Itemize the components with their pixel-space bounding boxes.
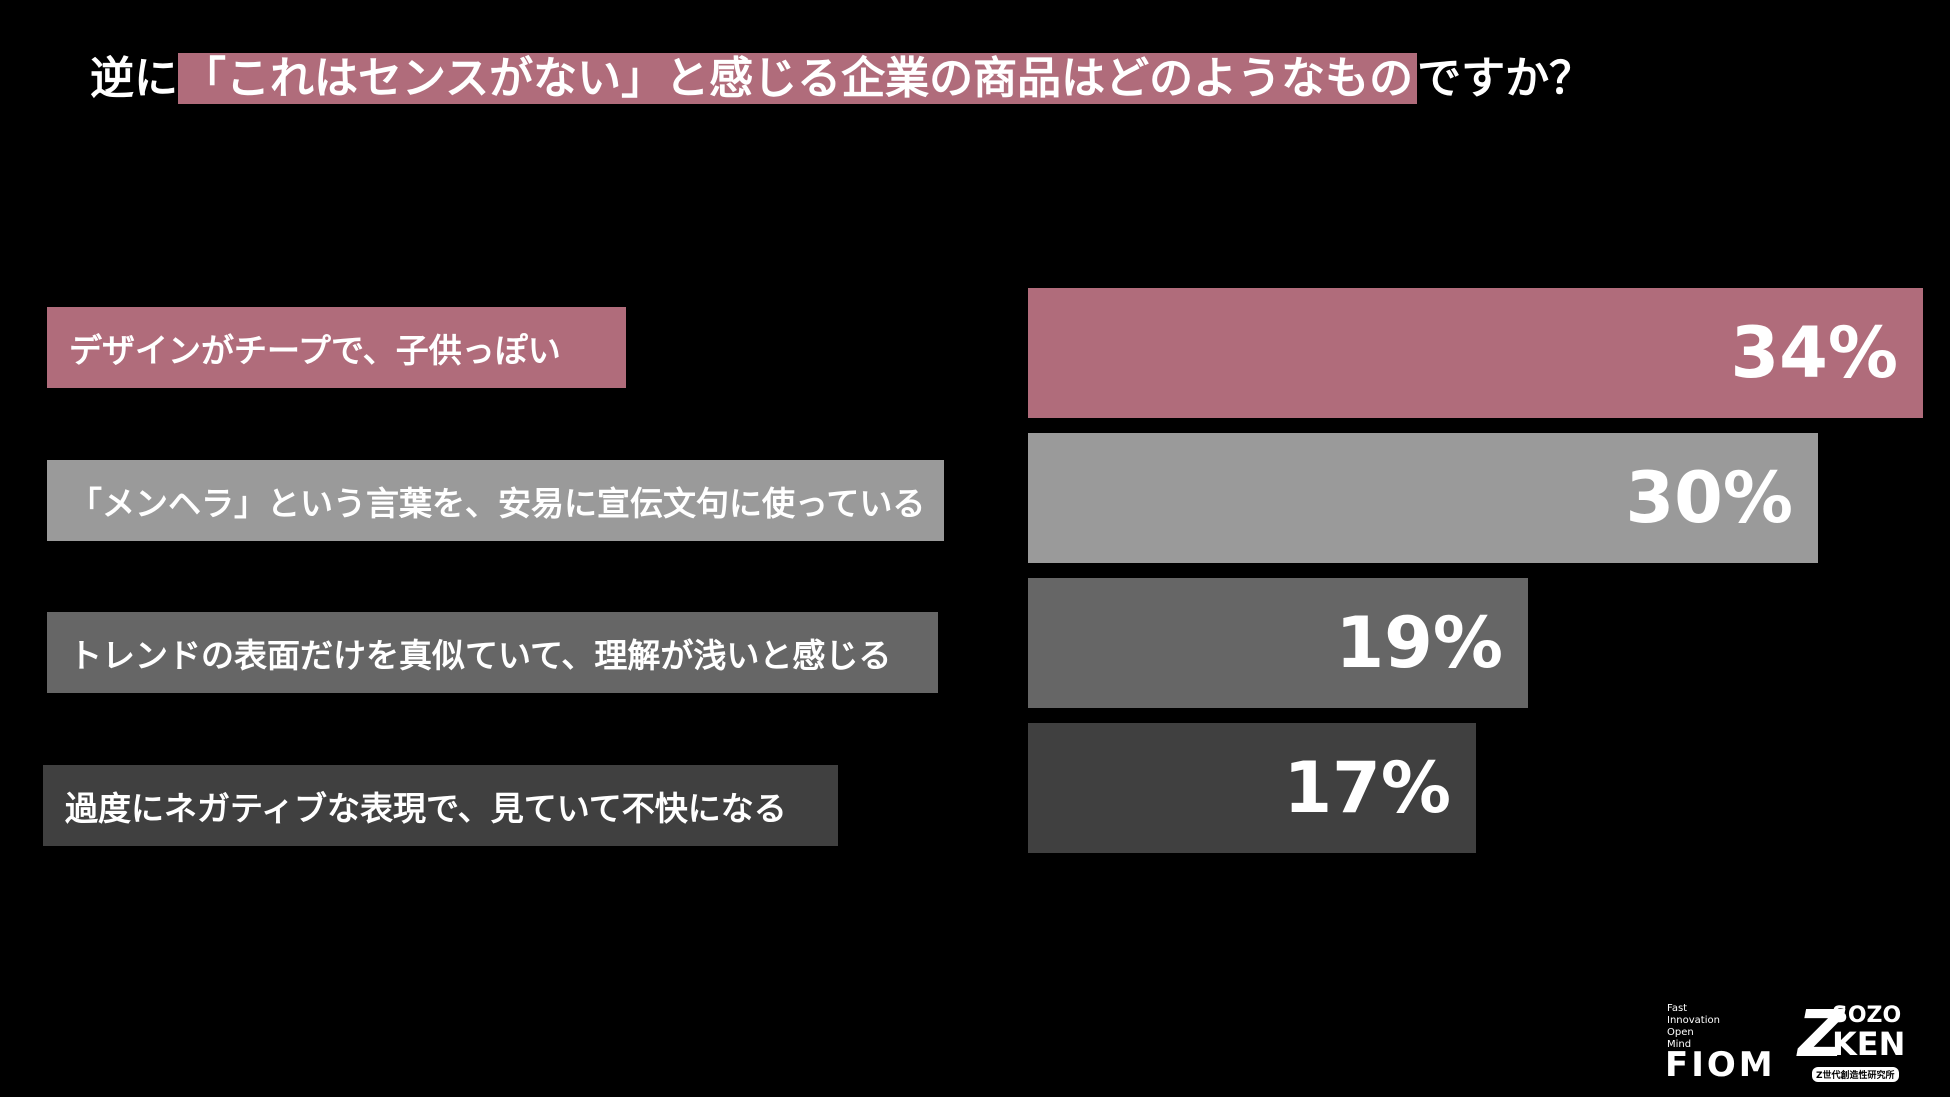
- page-title: 逆に「これはセンスがない」と感じる企業の商品はどのようなものですか？: [90, 48, 1593, 110]
- zk-logo-ken: KEN: [1832, 1025, 1906, 1063]
- bar-chart: 34% 30% 19% 17%: [1028, 280, 1928, 880]
- bar-value-label-4: 17%: [1283, 747, 1451, 829]
- bar-value-label-3: 19%: [1335, 602, 1503, 684]
- fiom-tagline-innovation: Innovation: [1667, 1015, 1720, 1026]
- bar-2: [1028, 433, 1818, 563]
- zk-logo-mark: Z: [1798, 998, 1845, 1072]
- fiom-tagline-mind: Mind: [1667, 1039, 1692, 1050]
- fiom-tagline-fast: Fast: [1667, 1003, 1688, 1014]
- bar-value-label-1: 34%: [1730, 312, 1898, 394]
- bar-value-label-2: 30%: [1625, 457, 1793, 539]
- title-prefix: 逆に: [90, 53, 178, 104]
- bar-4: [1028, 723, 1476, 853]
- fiom-logo: FIOM: [1665, 1045, 1776, 1085]
- bar-3: [1028, 578, 1528, 708]
- category-label-3: トレンドの表面だけを真似ていて、理解が浅いと感じる: [47, 612, 938, 693]
- fiom-tagline: Fast Innovation Open Mind: [1667, 1003, 1720, 1051]
- zk-logo-sozo: SOZO: [1832, 1003, 1902, 1028]
- zk-logo-subtitle: Z世代創造性研究所: [1812, 1067, 1899, 1082]
- fiom-tagline-open: Open: [1667, 1027, 1694, 1038]
- bar-1: [1028, 288, 1923, 418]
- title-highlight: 「これはセンスがない」と感じる企業の商品はどのようなもの: [178, 53, 1418, 104]
- category-label-2: 「メンヘラ」という言葉を、安易に宣伝文句に使っている: [47, 460, 944, 541]
- category-label-4: 過度にネガティブな表現で、見ていて不快になる: [43, 765, 838, 846]
- title-suffix: ですか？: [1417, 53, 1594, 104]
- category-label-1: デザインがチープで、子供っぽい: [47, 307, 626, 388]
